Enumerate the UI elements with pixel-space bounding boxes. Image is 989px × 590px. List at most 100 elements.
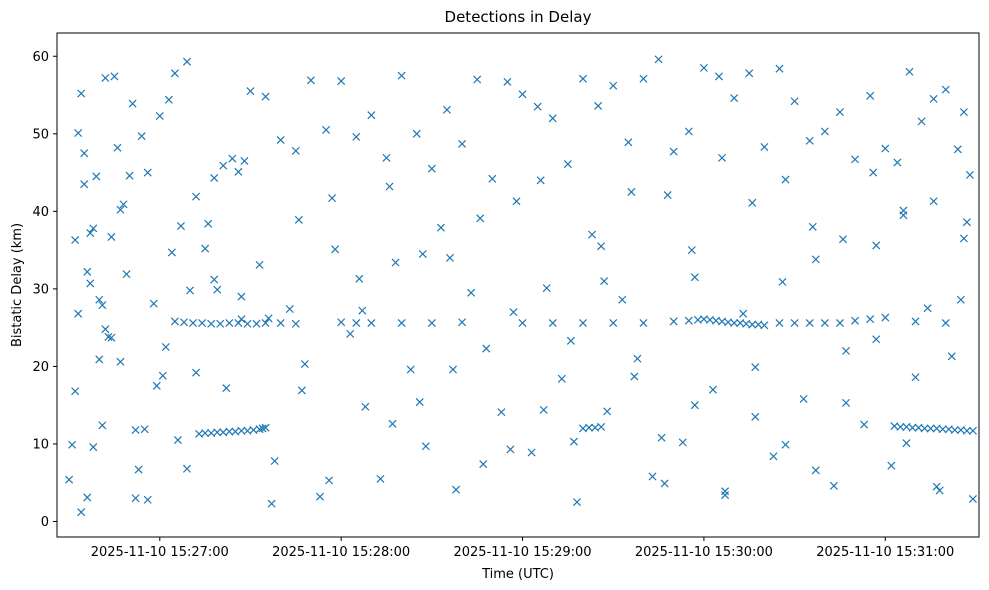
data-point-marker xyxy=(624,138,633,147)
data-point-marker xyxy=(255,260,264,269)
data-point-marker xyxy=(137,132,146,141)
data-point-marker xyxy=(228,154,237,163)
data-point-marker xyxy=(152,381,161,390)
data-point-marker xyxy=(134,465,143,474)
data-point-marker xyxy=(678,438,687,447)
data-point-marker xyxy=(690,401,699,410)
data-point-marker xyxy=(170,69,179,78)
data-point-marker xyxy=(881,144,890,153)
data-point-marker xyxy=(588,230,597,239)
data-point-marker xyxy=(708,385,718,394)
data-point-marker xyxy=(512,197,521,206)
data-point-marker xyxy=(866,91,875,100)
data-point-marker xyxy=(956,295,965,304)
data-point-marker xyxy=(388,419,397,428)
data-point-marker xyxy=(962,426,971,435)
data-point-marker xyxy=(600,277,609,286)
data-point-marker xyxy=(125,171,134,180)
data-point-marker xyxy=(851,316,860,325)
data-point-marker xyxy=(267,499,276,508)
data-point-marker xyxy=(86,229,95,238)
data-point-marker xyxy=(497,408,506,417)
data-point-marker xyxy=(89,224,98,233)
data-point-marker xyxy=(452,485,461,494)
chart-title: Detections in Delay xyxy=(445,8,592,26)
data-point-marker xyxy=(950,425,959,435)
data-point-marker xyxy=(352,132,361,141)
data-point-marker xyxy=(315,492,325,501)
data-point-marker xyxy=(74,309,83,318)
data-point-marker xyxy=(86,279,95,288)
data-point-marker xyxy=(225,427,234,436)
x-tick-label: 2025-11-10 15:27:00 xyxy=(91,545,229,560)
data-point-marker xyxy=(929,197,938,206)
data-point-marker xyxy=(285,305,294,314)
data-points xyxy=(65,55,977,517)
data-point-marker xyxy=(213,285,222,294)
data-point-marker xyxy=(663,191,672,200)
data-point-marker xyxy=(436,223,445,232)
data-point-marker xyxy=(300,360,309,369)
data-point-marker xyxy=(107,333,116,342)
y-tick-label: 10 xyxy=(32,437,49,452)
data-point-marker xyxy=(488,174,497,183)
data-point-marker xyxy=(143,168,152,177)
data-point-marker xyxy=(618,295,627,304)
data-point-marker xyxy=(276,135,285,145)
data-point-marker xyxy=(721,487,730,496)
y-tick-label: 40 xyxy=(32,205,49,220)
data-point-marker xyxy=(161,343,170,352)
x-axis: 2025-11-10 15:27:00 2025-11-10 15:28:00 20… xyxy=(91,537,954,560)
data-point-marker xyxy=(176,222,185,231)
data-point-marker xyxy=(237,426,246,435)
data-point-marker xyxy=(929,94,938,103)
data-point-marker xyxy=(911,373,920,382)
data-point-marker xyxy=(458,318,467,327)
data-point-marker xyxy=(805,318,814,328)
data-point-marker xyxy=(210,173,219,183)
data-point-marker xyxy=(325,476,334,485)
data-point-marker xyxy=(941,85,950,94)
data-point-marker xyxy=(367,111,376,120)
data-point-marker xyxy=(65,475,74,484)
y-tick-label: 0 xyxy=(41,515,49,530)
data-point-marker xyxy=(482,344,491,353)
data-point-marker xyxy=(189,318,198,328)
data-point-marker xyxy=(264,314,273,323)
data-point-marker xyxy=(98,421,107,430)
data-point-marker xyxy=(748,198,757,207)
data-point-marker xyxy=(95,295,104,304)
data-point-marker xyxy=(270,456,279,466)
data-point-marker xyxy=(866,315,875,324)
data-point-marker xyxy=(448,365,458,374)
data-point-marker xyxy=(201,244,210,253)
data-point-marker xyxy=(594,101,603,110)
data-point-marker xyxy=(896,422,905,431)
data-point-marker xyxy=(962,218,971,227)
data-point-marker xyxy=(597,242,606,251)
data-point-marker xyxy=(391,258,400,267)
data-point-marker xyxy=(89,443,98,452)
data-point-marker xyxy=(751,412,760,421)
data-point-marker xyxy=(669,317,678,326)
data-point-marker xyxy=(669,147,678,156)
data-point-marker xyxy=(627,187,636,196)
data-point-marker xyxy=(306,76,315,85)
data-point-marker xyxy=(684,127,693,136)
data-point-marker xyxy=(346,329,355,338)
data-point-marker xyxy=(790,318,799,328)
data-point-marker xyxy=(633,354,642,363)
y-tick-label: 20 xyxy=(32,360,49,375)
data-point-marker xyxy=(609,81,618,90)
data-point-marker xyxy=(769,452,778,461)
data-point-marker xyxy=(192,368,201,377)
data-point-marker xyxy=(639,318,648,328)
data-point-marker xyxy=(261,318,270,328)
data-point-marker xyxy=(192,192,201,201)
data-point-marker xyxy=(578,74,588,83)
data-point-marker xyxy=(790,97,799,106)
data-point-marker xyxy=(68,440,77,449)
data-point-marker xyxy=(331,245,340,254)
data-point-marker xyxy=(77,508,86,517)
data-point-marker xyxy=(442,105,451,114)
